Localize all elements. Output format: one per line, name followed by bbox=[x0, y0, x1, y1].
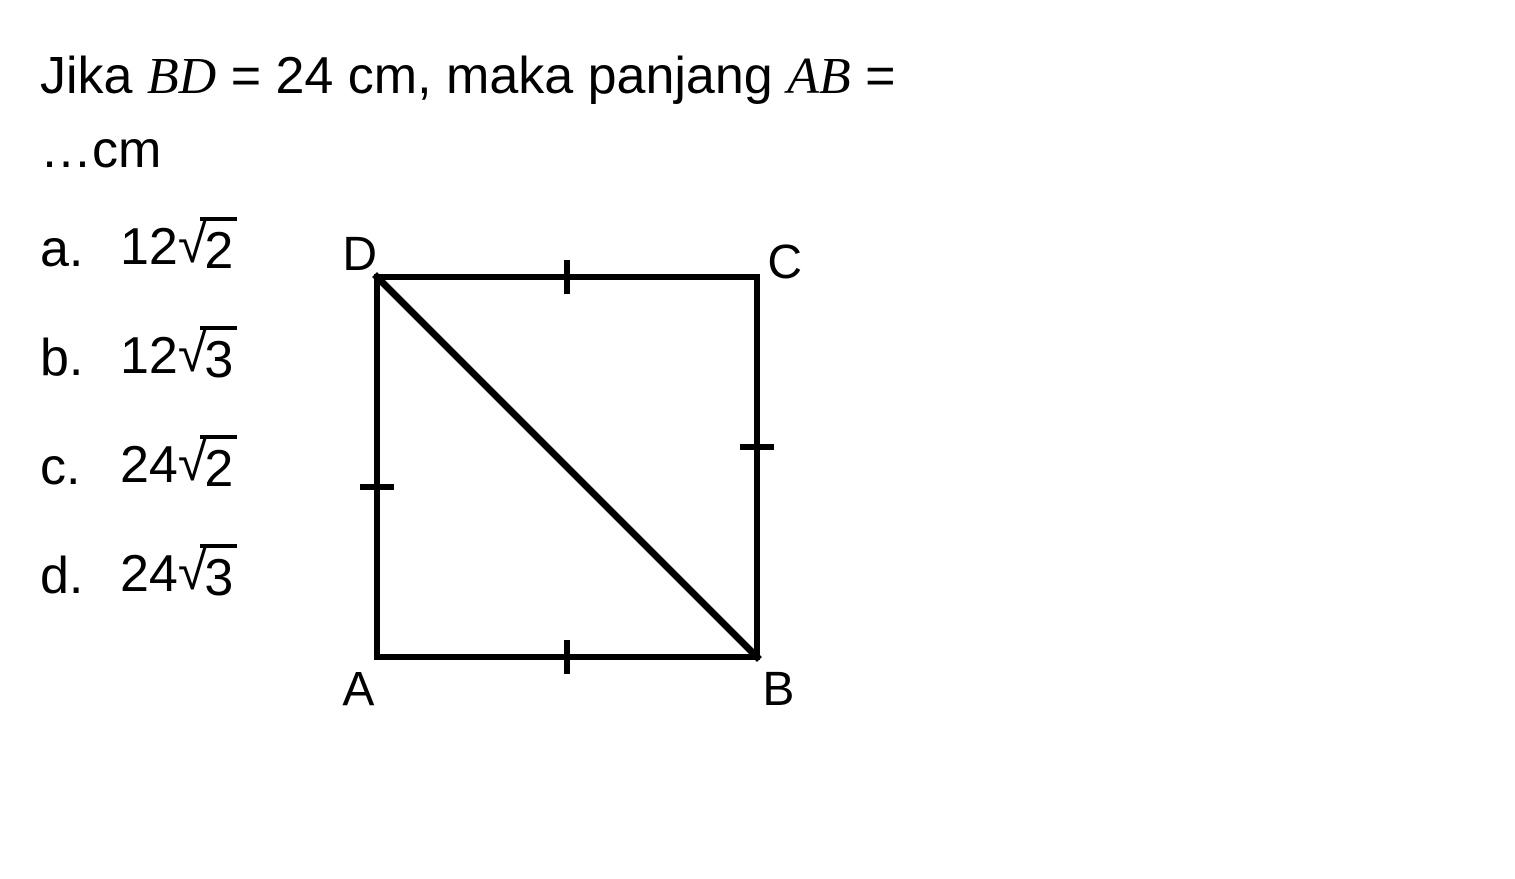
question-var1: BD bbox=[147, 48, 216, 105]
vertex-label-b: B bbox=[762, 662, 794, 717]
option-letter: c. bbox=[40, 437, 120, 497]
option-b: b. 12 √ 3 bbox=[40, 326, 237, 390]
option-c: c. 24 √ 2 bbox=[40, 435, 237, 499]
option-a: a. 12 √ 2 bbox=[40, 217, 237, 281]
question-text: Jika BD = 24 cm, maka panjang AB = …cm bbox=[40, 40, 1475, 187]
sqrt-icon: √ 3 bbox=[178, 326, 237, 390]
question-var2: AB bbox=[787, 48, 851, 105]
option-d: d. 24 √ 3 bbox=[40, 544, 237, 608]
options-list: a. 12 √ 2 b. 12 √ 3 bbox=[40, 217, 237, 717]
option-coefficient: 24 bbox=[120, 435, 178, 495]
question-mid: = 24 cm, maka panjang bbox=[216, 47, 787, 105]
question-prefix: Jika bbox=[40, 47, 147, 105]
option-letter: b. bbox=[40, 328, 120, 388]
sqrt-icon: √ 2 bbox=[178, 217, 237, 281]
vertex-label-c: C bbox=[767, 235, 802, 290]
vertex-label-a: A bbox=[342, 662, 374, 717]
sqrt-icon: √ 2 bbox=[178, 435, 237, 499]
vertex-label-d: D bbox=[342, 227, 377, 282]
option-letter: a. bbox=[40, 219, 120, 279]
question-suffix: = bbox=[851, 47, 896, 105]
option-letter: d. bbox=[40, 546, 120, 606]
option-coefficient: 12 bbox=[120, 217, 178, 277]
option-coefficient: 12 bbox=[120, 326, 178, 386]
question-line2: …cm bbox=[40, 121, 161, 179]
option-coefficient: 24 bbox=[120, 544, 178, 604]
square-diagram-svg bbox=[317, 217, 817, 717]
geometry-diagram: D C A B bbox=[317, 217, 817, 717]
sqrt-icon: √ 3 bbox=[178, 544, 237, 608]
